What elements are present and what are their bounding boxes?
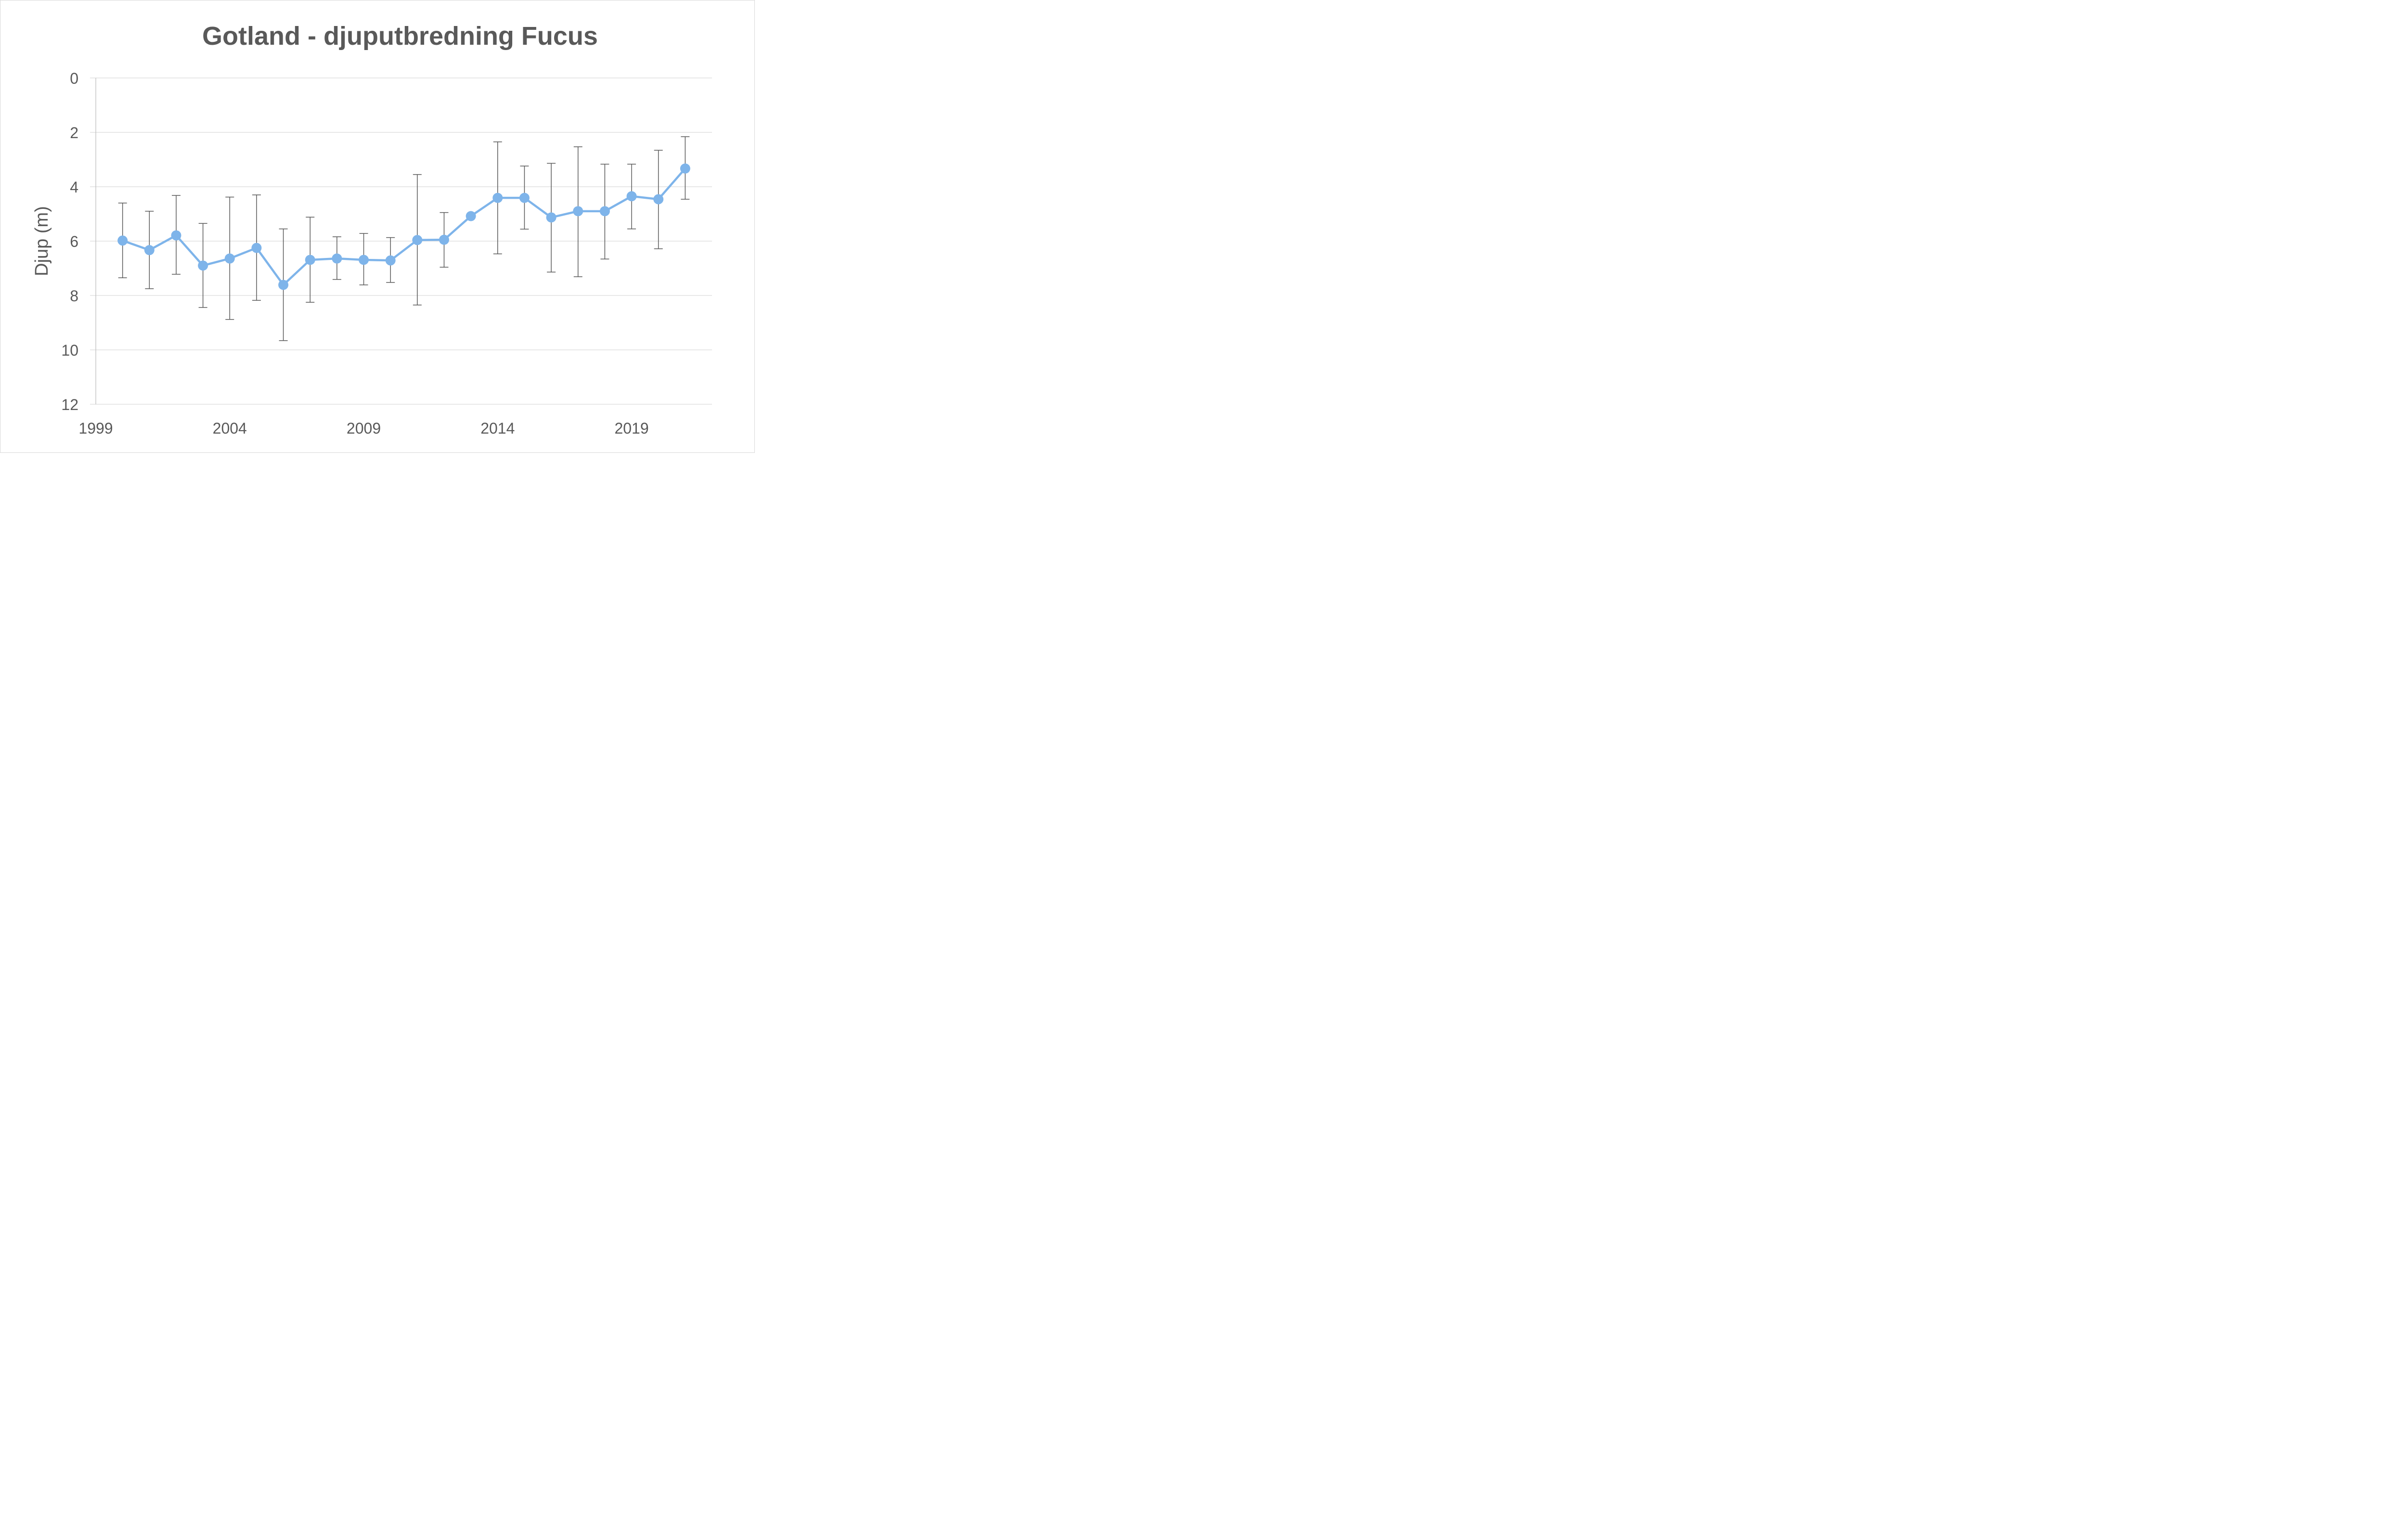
y-tick-label: 0 <box>70 70 78 87</box>
data-point-marker <box>198 260 208 271</box>
y-axis-label: Djup (m) <box>32 206 52 276</box>
data-point-marker <box>332 253 342 264</box>
data-point-marker <box>385 255 396 266</box>
data-point-marker <box>492 192 503 203</box>
error-bars <box>118 136 690 341</box>
data-point-marker <box>653 194 664 205</box>
chart-title: Gotland - djuputbredning Fucus <box>202 22 598 51</box>
data-point-marker <box>224 253 235 264</box>
y-tick-label: 8 <box>70 287 78 305</box>
x-tick-label: 2019 <box>614 420 648 437</box>
chart-frame: Gotland - djuputbredning Fucus Djup (m) … <box>0 0 755 453</box>
data-point-marker <box>251 243 262 253</box>
data-point-marker <box>680 163 690 174</box>
data-point-marker <box>546 212 556 223</box>
data-point-marker <box>278 280 289 290</box>
x-tick-label: 1999 <box>78 420 113 437</box>
data-point-marker <box>117 235 128 246</box>
y-tick-label: 6 <box>70 233 78 250</box>
data-point-marker <box>171 230 181 241</box>
gridlines <box>90 77 712 405</box>
series-line <box>122 167 686 286</box>
data-point-marker <box>573 206 583 217</box>
y-axis-ticks: 0 2 4 6 8 10 12 <box>61 70 78 413</box>
data-point-marker <box>439 234 449 245</box>
x-tick-label: 2009 <box>347 420 381 437</box>
y-tick-label: 2 <box>70 124 78 141</box>
data-point-marker <box>519 192 530 203</box>
data-point-marker <box>412 235 423 245</box>
line-chart: Gotland - djuputbredning Fucus Djup (m) … <box>32 22 712 437</box>
x-tick-label: 2004 <box>213 420 247 437</box>
y-tick-label: 10 <box>61 342 78 359</box>
data-point-marker <box>466 211 476 221</box>
data-series <box>117 163 690 290</box>
data-point-marker <box>305 255 315 265</box>
x-tick-label: 2014 <box>480 420 515 437</box>
data-point-marker <box>359 255 369 265</box>
data-point-marker <box>626 191 637 202</box>
y-tick-label: 12 <box>61 396 78 413</box>
data-point-marker <box>599 206 610 217</box>
x-axis-ticks: 1999 2004 2009 2014 2019 <box>78 420 648 437</box>
y-tick-label: 4 <box>70 179 78 196</box>
data-point-marker <box>144 245 155 256</box>
